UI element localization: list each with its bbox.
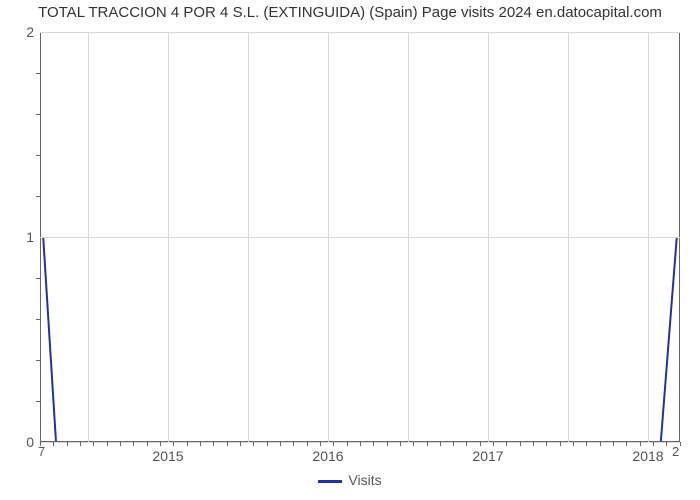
x-minor-tick — [440, 442, 441, 446]
legend-label: Visits — [348, 472, 381, 488]
x-minor-tick — [387, 442, 388, 446]
y-gridline — [40, 32, 680, 33]
x-minor-tick — [240, 442, 241, 446]
x-minor-tick — [520, 442, 521, 446]
x-minor-tick — [173, 442, 174, 446]
x-tick-label: 2017 — [472, 448, 503, 464]
x-gridline-minor — [568, 32, 569, 442]
x-minor-tick — [253, 442, 254, 446]
x-tick-label: 2015 — [152, 448, 183, 464]
y-minor-tick — [36, 73, 40, 74]
x-gridline — [328, 32, 329, 442]
visits-line — [43, 237, 677, 442]
x-minor-tick — [640, 442, 641, 446]
legend: Visits — [0, 472, 700, 488]
x-gridline-minor — [408, 32, 409, 442]
x-minor-tick — [93, 442, 94, 446]
x-minor-tick — [107, 442, 108, 446]
y-tick-label: 2 — [26, 24, 34, 40]
x-minor-tick — [453, 442, 454, 446]
y-tick-label: 0 — [26, 434, 34, 450]
x-minor-tick — [413, 442, 414, 446]
legend-swatch — [318, 480, 342, 483]
x-minor-tick — [626, 442, 627, 446]
y-minor-tick — [36, 196, 40, 197]
x-minor-tick — [213, 442, 214, 446]
x-gridline — [648, 32, 649, 442]
corner-label-bottom-left: 7 — [38, 444, 45, 459]
y-minor-tick — [36, 401, 40, 402]
x-minor-tick — [613, 442, 614, 446]
x-gridline — [488, 32, 489, 442]
x-minor-tick — [347, 442, 348, 446]
x-minor-tick — [400, 442, 401, 446]
y-gridline — [40, 237, 680, 238]
x-minor-tick — [133, 442, 134, 446]
x-minor-tick — [653, 442, 654, 446]
x-minor-tick — [493, 442, 494, 446]
x-minor-tick — [67, 442, 68, 446]
x-minor-tick — [373, 442, 374, 446]
x-tick-label: 2018 — [632, 448, 663, 464]
x-minor-tick — [480, 442, 481, 446]
x-minor-tick — [546, 442, 547, 446]
y-minor-tick — [36, 155, 40, 156]
x-minor-tick — [147, 442, 148, 446]
x-minor-tick — [533, 442, 534, 446]
x-gridline — [168, 32, 169, 442]
x-gridline-minor — [88, 32, 89, 442]
x-minor-tick — [560, 442, 561, 446]
x-minor-tick — [680, 442, 681, 446]
corner-label-bottom-right: 2 — [672, 444, 679, 459]
y-tick-label: 1 — [26, 229, 34, 245]
x-minor-tick — [267, 442, 268, 446]
x-minor-tick — [466, 442, 467, 446]
x-minor-tick — [293, 442, 294, 446]
x-minor-tick — [280, 442, 281, 446]
x-minor-tick — [80, 442, 81, 446]
x-minor-tick — [320, 442, 321, 446]
y-minor-tick — [36, 114, 40, 115]
x-minor-tick — [666, 442, 667, 446]
chart-title: TOTAL TRACCION 4 POR 4 S.L. (EXTINGUIDA)… — [0, 4, 700, 21]
x-gridline-minor — [248, 32, 249, 442]
x-minor-tick — [120, 442, 121, 446]
x-minor-tick — [200, 442, 201, 446]
x-tick-label: 2016 — [312, 448, 343, 464]
x-minor-tick — [333, 442, 334, 446]
x-minor-tick — [53, 442, 54, 446]
x-minor-tick — [187, 442, 188, 446]
plot-area: 0122015201620172018 — [40, 32, 680, 442]
x-minor-tick — [586, 442, 587, 446]
x-minor-tick — [573, 442, 574, 446]
x-minor-tick — [360, 442, 361, 446]
x-minor-tick — [506, 442, 507, 446]
x-minor-tick — [160, 442, 161, 446]
x-minor-tick — [227, 442, 228, 446]
y-minor-tick — [36, 360, 40, 361]
x-minor-tick — [307, 442, 308, 446]
y-minor-tick — [36, 319, 40, 320]
y-minor-tick — [36, 278, 40, 279]
x-minor-tick — [600, 442, 601, 446]
x-minor-tick — [427, 442, 428, 446]
